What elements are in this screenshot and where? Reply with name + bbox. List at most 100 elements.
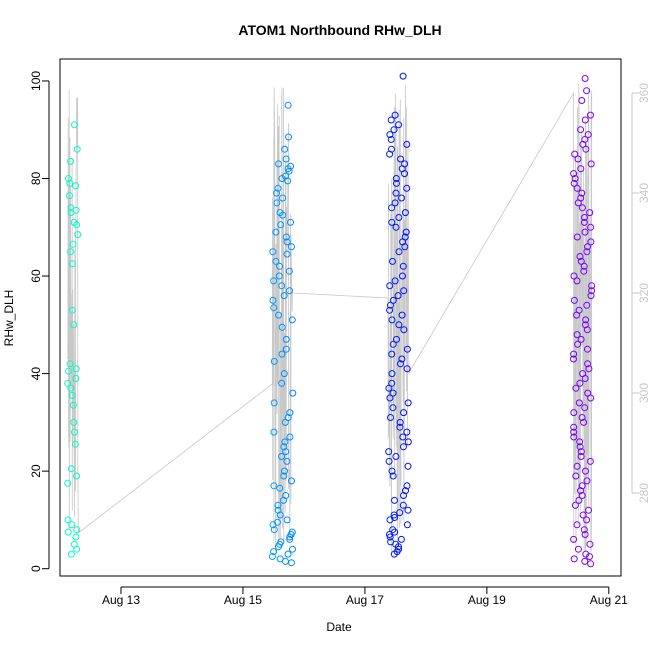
data-point xyxy=(280,292,288,300)
data-point xyxy=(64,516,72,524)
data-point xyxy=(587,560,595,568)
data-point xyxy=(587,238,595,246)
data-point xyxy=(577,126,585,134)
y-tick-label: 60 xyxy=(29,269,43,283)
data-point xyxy=(280,472,288,480)
data-point xyxy=(399,272,406,280)
data-point xyxy=(272,257,280,265)
data-point xyxy=(386,282,394,290)
data-point xyxy=(399,262,407,270)
data-point xyxy=(270,357,278,365)
data-point xyxy=(270,304,278,312)
data-point xyxy=(280,443,288,451)
data-point xyxy=(388,350,396,358)
x-tick-label: Aug 15 xyxy=(224,593,262,607)
data-point xyxy=(284,550,292,558)
data-point xyxy=(398,311,406,319)
data-point xyxy=(583,326,591,334)
data-point xyxy=(581,375,589,382)
data-point xyxy=(273,189,280,197)
data-point xyxy=(574,155,582,163)
data-point xyxy=(584,131,592,139)
data-point xyxy=(73,545,81,553)
x-tick-label: Aug 19 xyxy=(468,593,506,607)
data-point xyxy=(576,438,584,446)
data-point xyxy=(275,160,282,168)
data-point xyxy=(386,394,394,402)
data-point xyxy=(574,545,582,553)
data-point xyxy=(584,345,591,353)
data-point xyxy=(389,389,397,397)
data-point xyxy=(278,350,286,358)
data-point xyxy=(580,418,588,426)
data-point xyxy=(385,384,393,392)
data-point xyxy=(72,182,80,190)
data-point xyxy=(581,531,589,538)
data-point xyxy=(288,243,295,251)
data-point xyxy=(400,443,407,451)
data-point xyxy=(385,448,393,456)
data-point xyxy=(587,292,595,300)
data-point xyxy=(282,335,290,343)
data-point xyxy=(586,553,593,560)
data-point xyxy=(587,111,594,119)
data-point xyxy=(276,484,284,492)
data-point xyxy=(278,323,286,331)
data-point xyxy=(584,360,592,368)
data-point xyxy=(70,321,78,329)
data-point xyxy=(404,506,412,514)
data-point xyxy=(391,277,399,285)
data-point xyxy=(72,375,80,382)
data-point xyxy=(403,345,411,353)
data-point xyxy=(398,355,406,363)
data-point xyxy=(394,292,402,300)
data-point xyxy=(395,121,403,129)
y-axis-label: RHw_DLH xyxy=(2,290,16,347)
data-point xyxy=(570,272,578,280)
data-point xyxy=(387,116,395,124)
data-point xyxy=(278,282,286,290)
data-point xyxy=(65,175,72,182)
data-point xyxy=(583,477,591,485)
data-point xyxy=(281,467,288,475)
data-point xyxy=(582,550,590,558)
data-point xyxy=(398,194,405,202)
data-point xyxy=(74,231,82,239)
data-point xyxy=(581,228,589,236)
data-point xyxy=(67,384,75,392)
data-point xyxy=(278,379,286,387)
data-point xyxy=(400,409,408,417)
data-point xyxy=(578,204,586,212)
data-point xyxy=(388,467,396,475)
data-point xyxy=(582,145,590,153)
data-point xyxy=(584,243,591,251)
data-point xyxy=(573,331,581,339)
data-point xyxy=(279,194,287,202)
data-point xyxy=(392,175,400,182)
data-point xyxy=(570,428,578,436)
data-point xyxy=(573,277,581,285)
data-point xyxy=(386,306,394,314)
data-point xyxy=(577,487,584,495)
data-point xyxy=(573,521,581,529)
data-point xyxy=(404,462,412,470)
data-point xyxy=(66,192,73,200)
y2-tick-label: 360 xyxy=(637,83,650,103)
data-point xyxy=(587,223,595,231)
data-point xyxy=(576,379,584,387)
data-point xyxy=(287,218,294,226)
data-point xyxy=(284,177,292,185)
data-point xyxy=(269,521,277,529)
data-point xyxy=(397,360,404,368)
data-point xyxy=(388,218,396,226)
data-point xyxy=(282,155,290,163)
data-point xyxy=(288,316,296,324)
data-point xyxy=(73,145,81,153)
data-point xyxy=(580,262,588,270)
data-point xyxy=(575,399,583,407)
data-point xyxy=(65,367,73,375)
data-point xyxy=(387,414,394,421)
data-point xyxy=(573,233,581,241)
plot-frame xyxy=(59,58,622,577)
y-tick-label: 40 xyxy=(29,367,43,381)
